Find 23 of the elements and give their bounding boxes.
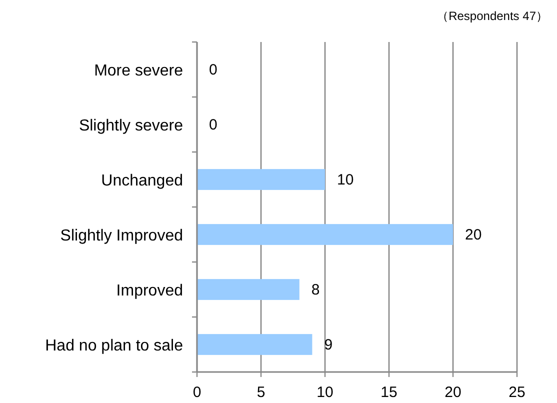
bar: [197, 224, 453, 245]
bar: [197, 169, 325, 190]
data-label: 10: [337, 172, 354, 188]
data-label: 8: [311, 282, 320, 298]
x-tick-label: 25: [508, 384, 526, 401]
y-tick-label: Slightly severe: [78, 118, 184, 134]
x-tick-label: 0: [192, 384, 202, 401]
data-label: 20: [465, 226, 482, 244]
bar: [197, 279, 300, 300]
y-tick-label: Had no plan to sale: [45, 338, 184, 354]
x-tick-label: 15: [380, 384, 398, 401]
y-tick-label: Improved: [116, 282, 183, 300]
x-tick-label: 20: [444, 384, 462, 401]
data-label: 0: [209, 116, 218, 134]
y-tick-label: More severe: [94, 62, 184, 80]
data-label: 0: [209, 62, 218, 78]
x-tick-label: 10: [316, 384, 334, 401]
y-tick-label: Slightly Improved: [60, 228, 183, 244]
x-tick-label: 5: [256, 384, 266, 401]
y-tick-label: Unchanged: [101, 172, 183, 190]
data-label: 9: [324, 336, 333, 354]
bar: [197, 334, 312, 355]
text: （Respondents 47）: [436, 9, 548, 23]
